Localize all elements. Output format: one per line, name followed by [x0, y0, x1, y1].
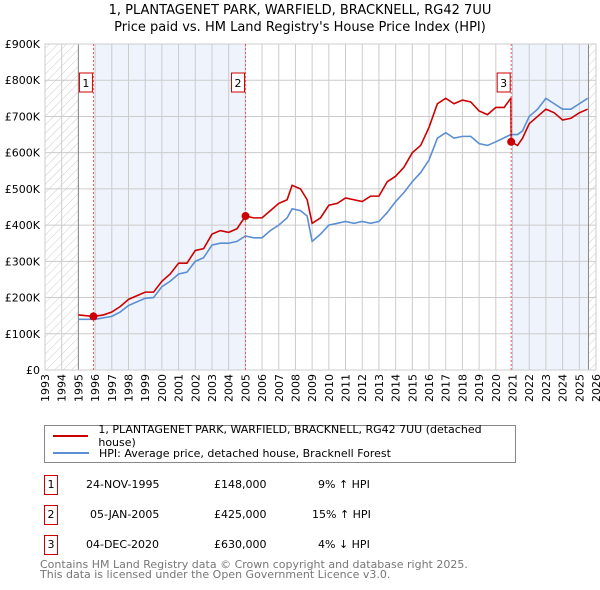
x-tick-label: 2003: [206, 374, 219, 402]
x-tick-label: 1994: [56, 374, 69, 402]
shaded-period: [511, 44, 589, 370]
sale-date: 05-JAN-2005: [90, 508, 160, 521]
chart-subtitle: Price paid vs. HM Land Registry's House …: [114, 20, 486, 35]
sale-point: [89, 312, 98, 321]
y-tick-label: £500K: [5, 183, 41, 196]
transaction-row: 1 24-NOV-1995 £148,000 9% ↑ HPI: [44, 475, 444, 495]
x-tick-label: 1997: [106, 374, 119, 402]
sale-price: £148,000: [214, 478, 267, 491]
transaction-row: 3 04-DEC-2020 £630,000 4% ↓ HPI: [44, 535, 444, 555]
x-tick-label: 1993: [39, 374, 52, 402]
y-tick-label: £0: [26, 364, 40, 377]
plot-frame: [44, 43, 597, 371]
y-tick-label: £800K: [5, 74, 41, 87]
x-tick-label: 1999: [139, 374, 152, 402]
legend: 1, PLANTAGENET PARK, WARFIELD, BRACKNELL…: [44, 423, 516, 463]
hpi-diff: 15% ↑ HPI: [312, 508, 371, 521]
sale-badge: [496, 72, 511, 93]
sale-date: 04-DEC-2020: [86, 538, 160, 551]
sale-badge: [231, 72, 246, 93]
x-tick-label: 2004: [223, 374, 236, 402]
transaction-row: 2 05-JAN-2005 £425,000 15% ↑ HPI: [44, 505, 444, 525]
footer-line: This data is licensed under the Open Gov…: [40, 568, 391, 581]
x-tick-label: 2000: [156, 374, 169, 402]
legend-label: HPI: Average price, detached house, Brac…: [99, 446, 391, 460]
hpi-diff: 4% ↓ HPI: [318, 538, 370, 551]
x-tick-label: 2015: [406, 374, 419, 402]
x-tick-label: 2014: [390, 374, 403, 402]
legend-swatch-blue: [53, 452, 89, 454]
legend-item-property: 1, PLANTAGENET PARK, WARFIELD, BRACKNELL…: [53, 423, 515, 449]
x-tick-label: 2002: [189, 374, 202, 402]
x-tick-label: 2025: [573, 374, 586, 402]
sale-point: [507, 137, 516, 146]
x-tick-label: 1998: [122, 374, 135, 402]
x-tick-label: 2009: [306, 374, 319, 402]
sale-point: [241, 212, 250, 221]
sale-badge-label: 3: [500, 77, 507, 90]
y-tick-label: £300K: [5, 255, 41, 268]
sale-badge: [78, 72, 93, 93]
x-tick-label: 2021: [507, 374, 520, 402]
legend-item-hpi: HPI: Average price, detached house, Brac…: [53, 445, 391, 461]
hpi-diff: 9% ↑ HPI: [318, 478, 370, 491]
chart-title: 1, PLANTAGENET PARK, WARFIELD, BRACKNELL…: [108, 3, 492, 18]
marker-badge: 1: [44, 475, 58, 495]
x-tick-label: 2013: [373, 374, 386, 402]
shaded-period: [93, 44, 246, 370]
x-tick-label: 2018: [456, 374, 469, 402]
x-tick-label: 2026: [590, 374, 600, 402]
price-chart: 1993 1994 1995 1996 1997 1998 1999 2000 2001 2002…: [5, 38, 600, 402]
hatched-no-data: [588, 44, 596, 370]
footer: Contains HM Land Registry data © Crown c…: [40, 558, 468, 581]
x-tick-label: 2008: [289, 374, 302, 402]
x-tick-label: 2024: [557, 374, 570, 402]
sale-badge-label: 1: [82, 77, 89, 90]
x-tick-label: 2016: [423, 374, 436, 402]
y-tick-label: £900K: [5, 38, 41, 51]
marker-badge: 3: [44, 535, 58, 555]
x-tick-label: 2020: [490, 374, 503, 402]
x-tick-label: 2017: [440, 374, 453, 402]
x-tick-label: 1995: [72, 374, 85, 402]
y-tick-label: £700K: [5, 110, 41, 123]
x-tick-label: 2005: [239, 374, 252, 402]
x-tick-label: 2022: [523, 374, 536, 402]
y-tick-label: £400K: [5, 219, 41, 232]
marker-badge: 2: [44, 505, 58, 525]
sale-price: £630,000: [214, 538, 267, 551]
y-tick-label: £600K: [5, 147, 41, 160]
x-tick-label: 2023: [540, 374, 553, 402]
x-tick-label: 2012: [356, 374, 369, 402]
sale-date: 24-NOV-1995: [86, 478, 160, 491]
y-tick-label: £100K: [5, 328, 41, 341]
x-tick-label: 2006: [256, 374, 269, 402]
x-tick-label: 2001: [173, 374, 186, 402]
x-tick-label: 2007: [273, 374, 286, 402]
x-tick-label: 2019: [473, 374, 486, 402]
y-tick-label: £200K: [5, 292, 41, 305]
series-line: [78, 97, 589, 321]
sale-price: £425,000: [214, 508, 267, 521]
legend-swatch-red: [53, 435, 89, 437]
x-tick-label: 2011: [340, 374, 353, 402]
x-tick-label: 1996: [89, 374, 102, 402]
legend-label: 1, PLANTAGENET PARK, WARFIELD, BRACKNELL…: [98, 423, 482, 449]
x-tick-label: 2010: [323, 374, 336, 402]
footer-line: Contains HM Land Registry data © Crown c…: [40, 558, 468, 571]
sale-badge-label: 2: [235, 77, 242, 90]
